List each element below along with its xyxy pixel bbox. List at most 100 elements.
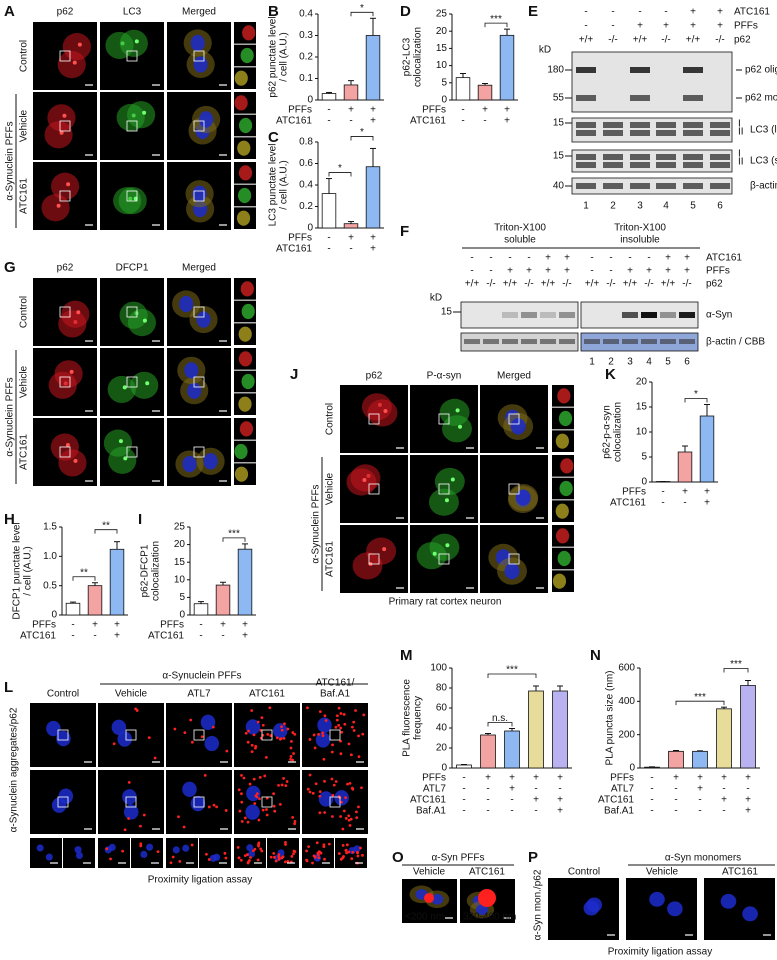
condition-sign: + (242, 631, 248, 642)
condition-sign: + (545, 266, 551, 277)
condition-sign: - (508, 253, 511, 264)
panel-letter: M (400, 647, 413, 664)
puncta (337, 706, 341, 710)
condition-sign: + (721, 795, 727, 806)
band (710, 183, 730, 189)
puncta (266, 732, 270, 736)
column-label: p62 (57, 263, 74, 274)
nucleus (667, 901, 683, 917)
aggregate (424, 893, 434, 903)
panel-letter: D (400, 3, 411, 20)
band (540, 339, 556, 344)
puncta (240, 773, 243, 777)
puncta (357, 755, 361, 759)
roi (57, 796, 69, 808)
roi (438, 553, 450, 565)
nucleus (75, 851, 83, 860)
puncta (252, 733, 256, 737)
band (464, 339, 480, 344)
inset-signal (560, 458, 574, 474)
y-tick-label: 600 (618, 663, 635, 674)
blot (460, 301, 579, 329)
puncta (73, 458, 78, 463)
puncta (334, 780, 338, 783)
column-label: Merged (182, 263, 216, 274)
puncta (242, 776, 246, 780)
significance-label: ** (102, 520, 110, 531)
y-tick-label: 0 (629, 763, 635, 774)
puncta (317, 853, 320, 857)
band (576, 162, 596, 168)
puncta (345, 851, 349, 855)
y-axis-label: colocalization (413, 27, 424, 87)
puncta (139, 842, 143, 846)
lane-number: 4 (663, 201, 669, 212)
puncta (311, 791, 315, 795)
puncta (290, 739, 293, 743)
puncta (250, 750, 254, 754)
nucleus (123, 804, 139, 820)
puncta (341, 856, 344, 860)
band-label: p62 oligo. (745, 65, 777, 76)
significance-label: * (694, 389, 698, 400)
cell (51, 172, 80, 200)
condition-sign: - (664, 7, 667, 18)
significance-label: ** (80, 567, 88, 578)
bar (193, 603, 209, 616)
puncta (244, 731, 248, 735)
panel-letter: G (4, 259, 16, 276)
puncta (256, 720, 260, 724)
puncta (77, 42, 82, 47)
roi (59, 376, 71, 388)
bar (343, 84, 359, 101)
puncta (291, 731, 295, 734)
condition-label: ATC161 (276, 244, 312, 255)
cell (108, 446, 137, 474)
puncta (457, 424, 462, 429)
bar (668, 750, 684, 769)
puncta (351, 787, 355, 791)
puncta (347, 814, 351, 818)
condition-sign: + (509, 773, 515, 784)
micrograph (302, 770, 368, 834)
condition-sign: - (584, 7, 587, 18)
nucleus (179, 295, 194, 313)
puncta (255, 795, 259, 799)
significance-bracket (94, 529, 118, 534)
bar (644, 766, 660, 769)
puncta (224, 856, 228, 860)
roi (193, 376, 205, 388)
condition-sign: + (637, 21, 643, 32)
condition-sign: - (349, 244, 352, 255)
condition-sign: + (509, 784, 515, 795)
puncta (123, 456, 128, 461)
nucleus (649, 891, 665, 907)
puncta (323, 779, 326, 783)
marker-label: 15 (553, 151, 565, 162)
y-tick-label: 20 (436, 26, 448, 37)
band (521, 312, 537, 318)
puncta (122, 385, 127, 390)
puncta (347, 818, 351, 822)
significance-label: *** (694, 692, 706, 703)
condition-sign: -/- (562, 279, 571, 290)
marker-label: 15 (441, 307, 453, 318)
band (656, 162, 676, 168)
nucleus (504, 562, 520, 580)
unit-label: kD (430, 293, 442, 304)
condition-sign: - (558, 784, 561, 795)
puncta (306, 787, 310, 791)
unit-label: kD (539, 45, 551, 56)
panel-title: α-Syn PFFs (431, 853, 484, 864)
puncta (321, 731, 324, 735)
puncta (139, 824, 142, 828)
y-tick-label: 15 (436, 43, 448, 54)
condition-sign: - (489, 253, 492, 264)
panel-letter: L (4, 679, 13, 696)
puncta (134, 39, 139, 44)
puncta (277, 783, 280, 787)
inset-signal (238, 396, 252, 412)
condition-label: PFFs (288, 105, 312, 116)
panel-letter: K (605, 366, 616, 383)
condition-label: ATC161 (276, 116, 312, 127)
